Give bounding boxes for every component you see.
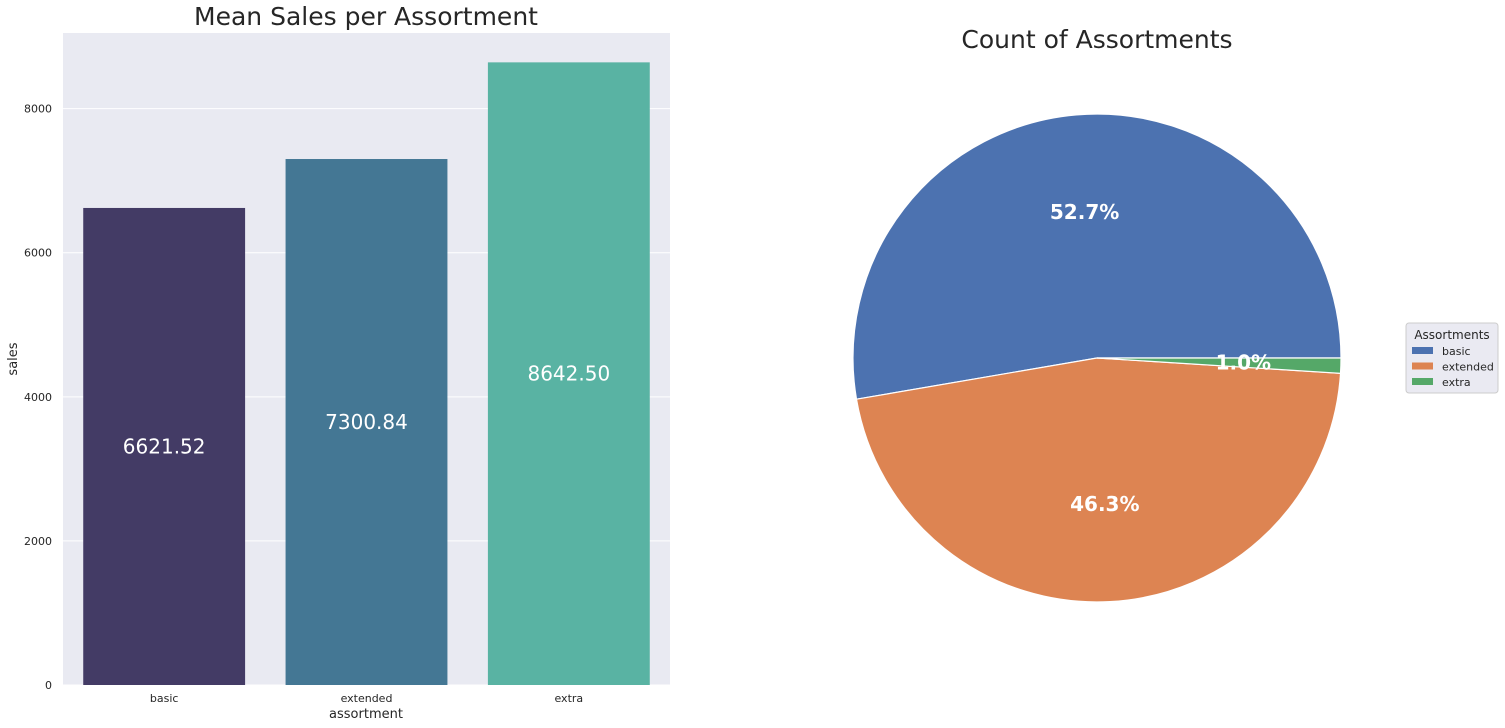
bar-extended bbox=[285, 159, 448, 685]
pie-legend: Assortments basic extended extra bbox=[1405, 322, 1499, 394]
bar-x-tick-label: extra bbox=[554, 692, 583, 705]
legend-entry-label: extended bbox=[1442, 361, 1494, 374]
bar-value-label: 7300.84 bbox=[325, 410, 408, 434]
bar-y-tick-label: 6000 bbox=[24, 247, 52, 260]
bar-chart: Mean Sales per Assortment 0 2000 4000 6000 8… bbox=[6, 2, 670, 722]
bar-y-tick-label: 0 bbox=[45, 679, 52, 692]
legend-entry-label: basic bbox=[1442, 345, 1471, 358]
legend-swatch-basic bbox=[1412, 347, 1433, 354]
pie-slice-basic bbox=[852, 113, 1342, 400]
legend-frame bbox=[1405, 322, 1499, 394]
pie-pct-label: 1.0% bbox=[1216, 351, 1271, 375]
bar-x-tick-label: extended bbox=[341, 692, 393, 705]
bar-value-label: 6621.52 bbox=[123, 434, 206, 458]
legend-swatch-extra bbox=[1412, 378, 1433, 385]
bar-y-ticks: 0 2000 4000 6000 8000 bbox=[24, 103, 52, 692]
bar-y-axis-label: sales bbox=[6, 342, 21, 375]
bar-x-axis-label: assortment bbox=[329, 707, 403, 722]
pie-chart: Count of Assortments 52.7% 46.3% 1.0% bbox=[852, 25, 1342, 603]
pie-pct-label: 52.7% bbox=[1050, 200, 1119, 224]
bar-x-ticks: basic extended extra bbox=[150, 692, 583, 705]
bar-x-tick-label: basic bbox=[150, 692, 179, 705]
pie-slices bbox=[852, 113, 1342, 603]
bar-chart-title: Mean Sales per Assortment bbox=[194, 2, 538, 31]
pie-pct-label: 46.3% bbox=[1070, 492, 1139, 516]
pie-slice-extended bbox=[855, 357, 1342, 603]
bar-series: 6621.52 7300.84 8642.50 bbox=[83, 62, 650, 686]
bar-y-tick-label: 8000 bbox=[24, 103, 52, 116]
legend-title: Assortments bbox=[1414, 328, 1489, 342]
pie-slice-extra bbox=[1096, 357, 1342, 374]
legend-entry-label: extra bbox=[1442, 376, 1471, 389]
bar-y-tick-label: 2000 bbox=[24, 535, 52, 548]
bar-y-tick-label: 4000 bbox=[24, 391, 52, 404]
legend-swatch-extended bbox=[1412, 362, 1433, 370]
bar-value-label: 8642.50 bbox=[527, 362, 610, 386]
pie-pct-labels: 52.7% 46.3% 1.0% bbox=[1050, 200, 1271, 516]
bar-extra bbox=[487, 62, 650, 685]
bar-basic bbox=[83, 207, 246, 686]
pie-chart-title: Count of Assortments bbox=[961, 25, 1232, 54]
legend-entries: basic extended extra bbox=[1412, 345, 1494, 389]
